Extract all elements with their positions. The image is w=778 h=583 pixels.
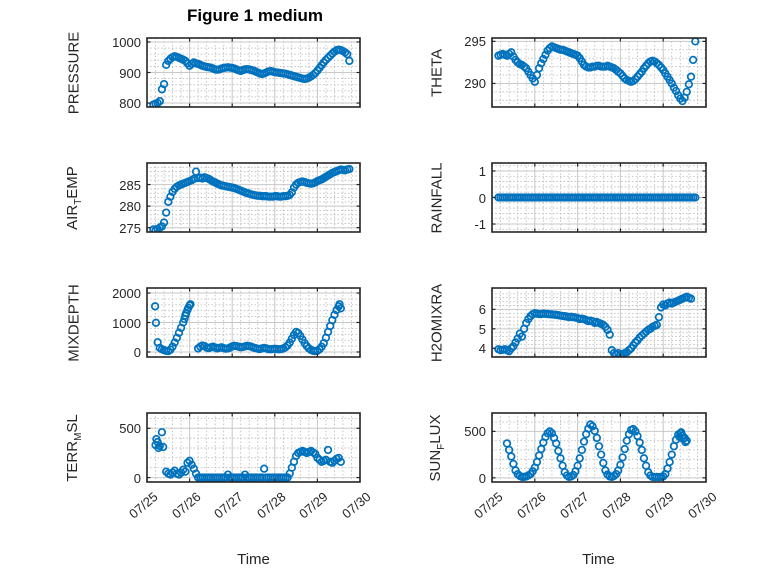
y-axis-label-mixdepth: MIXDEPTH — [65, 283, 83, 362]
data-points — [494, 292, 696, 357]
y-tick-label: 275 — [119, 220, 141, 236]
x-tick-label: 07/28 — [599, 489, 635, 522]
subplot-pressure — [146, 37, 361, 108]
y-tick-label: 1000 — [112, 315, 141, 331]
y-axis-label-h2omixra: H2OMIXRA — [428, 283, 446, 362]
y-tick-label: 500 — [464, 424, 486, 440]
subplot-mixdepth — [146, 287, 361, 358]
y-axis-label-sun-flux: SUNFLUX — [427, 414, 447, 481]
x-tick-label: 07/29 — [642, 489, 677, 522]
y-tick-label: 295 — [464, 34, 486, 50]
x-tick-label: 07/26 — [513, 489, 549, 522]
x-tick-label: 07/27 — [211, 489, 246, 522]
x-tick-label: 07/26 — [168, 489, 204, 522]
x-axis-label-right: Time — [582, 551, 615, 568]
y-tick-label: 6 — [478, 302, 486, 318]
data-points — [149, 45, 354, 107]
y-tick-label: 1 — [478, 163, 486, 179]
y-tick-label: 280 — [119, 199, 141, 215]
subplot-h2omixra — [491, 287, 707, 358]
y-axis-label-terr-msl: TERRMSL — [64, 413, 84, 482]
x-tick-label: 07/25 — [126, 489, 161, 522]
figure-title: Figure 1 medium — [186, 6, 324, 25]
subplot-terr-msl — [146, 412, 361, 483]
x-tick-label: 07/28 — [253, 489, 289, 522]
x-tick-label: 07/29 — [296, 489, 332, 522]
y-tick-label: 1000 — [112, 34, 141, 50]
y-axis-label-air-temp: AIRTEMP — [64, 165, 84, 230]
y-tick-label: 0 — [478, 470, 486, 486]
subplot-air-temp — [146, 162, 361, 233]
y-tick-label: 4 — [478, 341, 486, 357]
y-tick-label: 5 — [478, 321, 486, 337]
y-axis-label-rainfall: RAINFALL — [428, 162, 446, 233]
y-tick-label: 0 — [478, 190, 486, 206]
data-points — [150, 300, 345, 356]
data-points — [149, 164, 354, 232]
data-points — [151, 428, 345, 482]
y-tick-label: 0 — [133, 344, 141, 360]
x-tick-label: 07/27 — [556, 489, 592, 522]
y-axis-label-theta: THETA — [428, 48, 446, 97]
y-tick-label: 2000 — [112, 286, 141, 301]
x-tick-label: 07/25 — [471, 489, 506, 522]
y-tick-label: 290 — [464, 76, 486, 92]
x-axis-label-left: Time — [237, 551, 270, 568]
y-tick-label: 800 — [119, 96, 141, 112]
data-points — [494, 193, 700, 202]
subplot-sun-flux — [491, 412, 707, 483]
subplot-rainfall — [491, 162, 707, 233]
x-tick-label: 07/30 — [339, 489, 374, 522]
subplot-theta — [491, 37, 707, 108]
data-points — [494, 38, 700, 106]
y-tick-label: -1 — [474, 217, 486, 233]
data-points — [502, 420, 691, 482]
x-tick-label: 07/30 — [685, 489, 720, 522]
y-tick-label: 285 — [119, 177, 141, 193]
y-tick-label: 900 — [119, 65, 141, 81]
y-tick-label: 500 — [119, 421, 141, 437]
y-tick-label: 0 — [133, 470, 141, 486]
y-axis-label-pressure: PRESSURE — [65, 31, 83, 114]
